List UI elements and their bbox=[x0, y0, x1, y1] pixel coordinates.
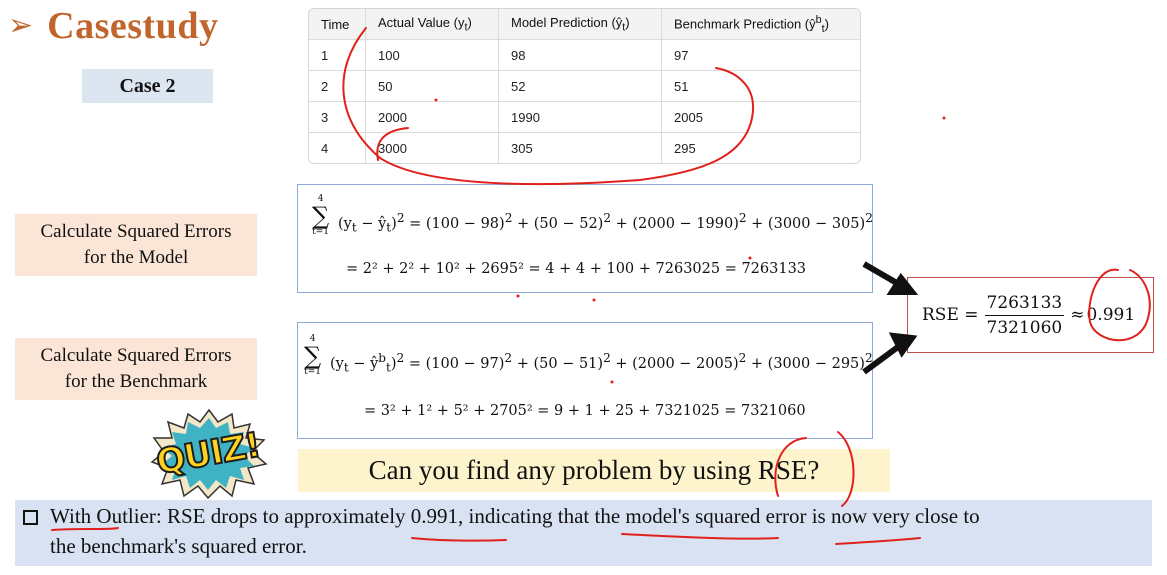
slide-title: ➢ Casestudy bbox=[8, 4, 218, 48]
title-text: Casestudy bbox=[47, 5, 219, 47]
summation: 4 ∑ t=1 bbox=[304, 334, 322, 377]
cell-benchmark: 295 bbox=[674, 140, 696, 156]
summation: 4 ∑ t=1 bbox=[312, 194, 330, 237]
rse-value: 0.991 bbox=[1086, 305, 1136, 325]
conclusion-note: With Outlier: RSE drops to approximately… bbox=[15, 500, 1152, 566]
quiz-question: Can you find any problem by using RSE? bbox=[298, 449, 890, 492]
benchmark-equation-box: 4 ∑ t=1 (yt − ŷbt)2 = (100 − 97)2 + (50 … bbox=[297, 322, 873, 439]
cell-time: 4 bbox=[309, 132, 366, 163]
table-row: 4 3000 305 295 bbox=[309, 132, 860, 163]
header-time: Time bbox=[309, 9, 366, 40]
label-line: Calculate Squared Errors bbox=[40, 221, 232, 242]
cell-actual: 100 bbox=[365, 39, 499, 71]
header-actual: Actual Value (yt) bbox=[365, 9, 499, 40]
cell-model: 1990 bbox=[498, 101, 662, 133]
header-benchmark: Benchmark Prediction (ŷbt) bbox=[661, 9, 860, 40]
approx-symbol: ≈ bbox=[1070, 305, 1085, 325]
cell-actual: 50 bbox=[365, 70, 499, 102]
quiz-badge-icon: QUIZ! bbox=[148, 408, 270, 500]
cell-model: 305 bbox=[498, 132, 662, 163]
model-errors-label: Calculate Squared Errors for the Model bbox=[15, 214, 257, 276]
benchmark-equation-line1: (yt − ŷbt)2 = (100 − 97)2 + (50 − 51)2 +… bbox=[330, 351, 873, 375]
cell-model: 52 bbox=[498, 70, 662, 102]
model-equation-line2: = 2² + 2² + 10² + 2695² = 4 + 4 + 100 + … bbox=[346, 261, 807, 277]
cell-actual: 2000 bbox=[365, 101, 499, 133]
rse-denominator: 7321060 bbox=[986, 317, 1063, 338]
label-line: for the Benchmark bbox=[64, 371, 208, 392]
cell-benchmark: 2005 bbox=[661, 101, 860, 133]
header-model: Model Prediction (ŷt) bbox=[498, 9, 662, 40]
checkbox-bullet-icon bbox=[23, 510, 38, 525]
data-table: Time Actual Value (yt) Model Prediction … bbox=[308, 8, 861, 164]
note-line1: With Outlier: RSE drops to approximately… bbox=[50, 504, 980, 528]
rse-label: RSE = bbox=[922, 305, 979, 325]
table-row: 1 100 98 97 bbox=[309, 39, 860, 71]
model-equation-line1: (yt − ŷt)2 = (100 − 98)2 + (50 − 52)2 + … bbox=[338, 211, 873, 235]
rse-numerator: 7263133 bbox=[984, 291, 1065, 316]
label-line: for the Model bbox=[83, 247, 189, 268]
cell-time: 1 bbox=[309, 39, 366, 71]
case-label: Case 2 bbox=[82, 69, 213, 103]
cell-time: 3 bbox=[309, 101, 366, 133]
rse-result-box: RSE = 7263133 7321060 ≈ 0.991 bbox=[907, 277, 1154, 353]
table-row: 2 50 52 51 bbox=[309, 70, 860, 102]
rse-fraction: 7263133 7321060 bbox=[984, 291, 1065, 340]
cell-actual: 3000 bbox=[365, 132, 499, 163]
benchmark-equation-line2: = 3² + 1² + 5² + 2705² = 9 + 1 + 25 + 73… bbox=[364, 403, 806, 419]
benchmark-errors-label: Calculate Squared Errors for the Benchma… bbox=[15, 338, 257, 400]
model-equation-box: 4 ∑ t=1 (yt − ŷt)2 = (100 − 98)2 + (50 −… bbox=[297, 184, 873, 293]
label-line: Calculate Squared Errors bbox=[40, 345, 232, 366]
cell-benchmark: 51 bbox=[661, 70, 860, 102]
cell-benchmark: 97 bbox=[661, 39, 860, 71]
cell-model: 98 bbox=[498, 39, 662, 71]
note-line2: the benchmark's squared error. bbox=[50, 534, 307, 558]
arrow-bullet-icon: ➢ bbox=[8, 8, 34, 43]
table-row: 3 2000 1990 2005 bbox=[309, 101, 860, 133]
table-header-row: Time Actual Value (yt) Model Prediction … bbox=[309, 9, 860, 40]
cell-time: 2 bbox=[309, 70, 366, 102]
